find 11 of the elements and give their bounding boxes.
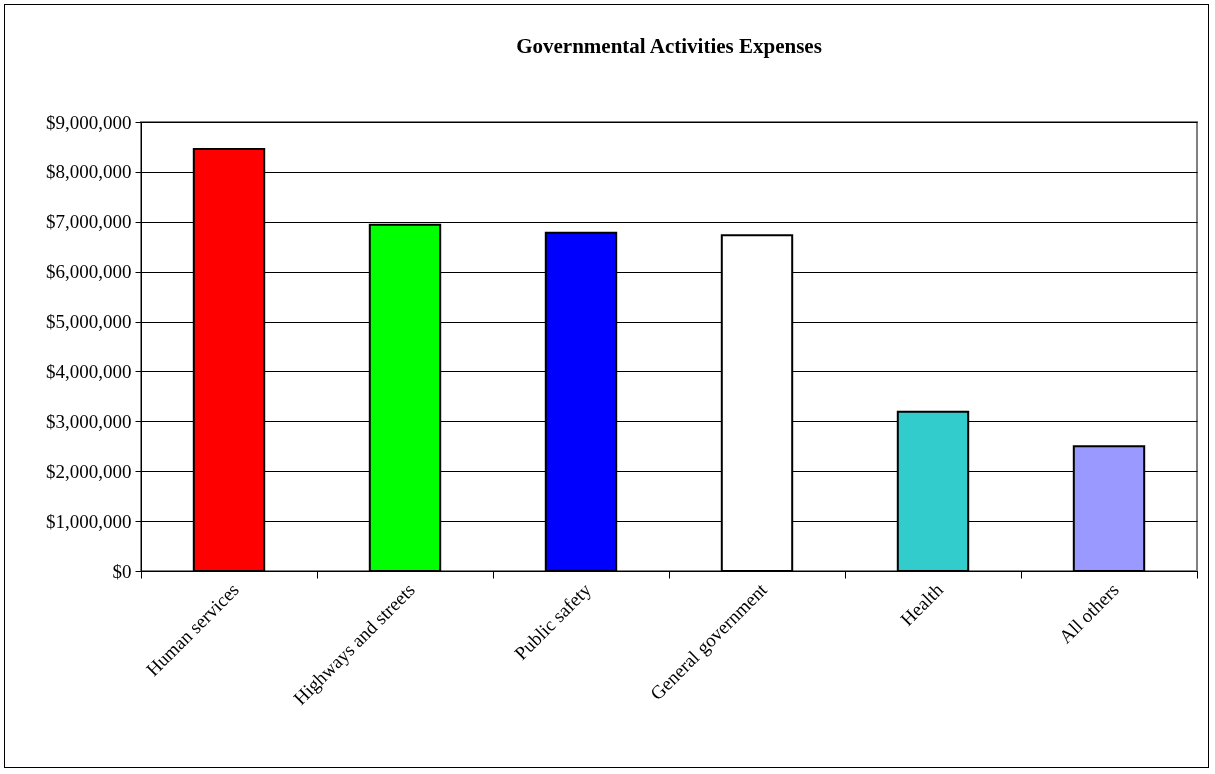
y-tick-label: $6,000,000 <box>46 261 132 283</box>
y-tick-label: $2,000,000 <box>46 460 132 482</box>
chart-title: Governmental Activities Expenses <box>516 34 822 58</box>
y-tick-label: $3,000,000 <box>46 410 132 432</box>
y-tick-label: $1,000,000 <box>46 510 132 532</box>
y-tick-label: $4,000,000 <box>46 360 132 382</box>
y-tick-label: $7,000,000 <box>46 211 132 233</box>
y-tick-label: $0 <box>112 560 132 582</box>
y-tick-label: $8,000,000 <box>46 161 132 183</box>
y-tick-label: $5,000,000 <box>46 311 132 333</box>
y-tick-label: $9,000,000 <box>46 111 132 133</box>
